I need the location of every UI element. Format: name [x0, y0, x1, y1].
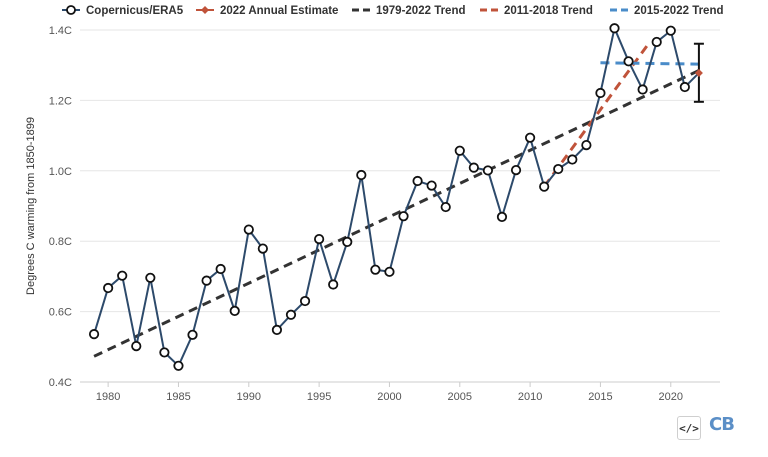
era5-point [651, 36, 662, 48]
trend-1979-2022 [93, 69, 700, 358]
era5-point [201, 275, 212, 286]
era5-point [88, 329, 100, 340]
era5-point [384, 266, 395, 277]
era5-point [510, 164, 522, 176]
x-tick-label: 2020 [659, 391, 683, 403]
era5-point [595, 87, 606, 99]
y-tick-label: 0.8C [49, 236, 72, 248]
era5-point [271, 324, 283, 336]
legend-label: Copernicus/ERA5 [86, 5, 184, 17]
era5-point [412, 175, 423, 187]
era5-point [103, 282, 114, 294]
era5-point [496, 211, 508, 223]
era5-point [567, 154, 578, 165]
y-tick-label: 1.0C [49, 166, 72, 178]
era5-point [539, 181, 550, 192]
legend-label: 1979-2022 Trend [376, 5, 466, 17]
carbon-brief-logo: CB [709, 414, 735, 435]
y-tick-label: 0.4C [49, 377, 72, 389]
era5-point [229, 305, 240, 316]
trend-lines [93, 43, 700, 358]
data-series [88, 23, 704, 371]
era5-point [581, 140, 592, 151]
y-tick-label: 1.4C [49, 25, 72, 37]
era5-point [342, 236, 353, 248]
embed-code-button[interactable]: </> [677, 416, 701, 440]
era5-point [679, 81, 690, 93]
era5-point [314, 233, 325, 245]
x-tick-label: 2005 [448, 391, 472, 403]
legend-swatch-marker [66, 5, 76, 15]
era5-point [328, 279, 339, 290]
era5-point [426, 180, 437, 191]
x-tick-label: 1985 [166, 391, 190, 403]
y-axis-label: Degrees C warming from 1850-1899 [25, 117, 37, 295]
era5-point [187, 329, 198, 340]
grid-lines [80, 29, 720, 383]
estimate-point [694, 68, 703, 77]
era5-point [257, 243, 268, 254]
era5-point [299, 295, 311, 307]
x-tick-label: 1980 [96, 391, 120, 403]
era5-point [243, 224, 254, 235]
y-tick-label: 1.2C [49, 95, 72, 107]
x-axis-ticks: 1980 1985 1990 1995 2000 2005 2010 2015 2020 [96, 382, 683, 403]
x-tick-label: 2000 [377, 391, 401, 403]
y-tick-label: 0.6C [49, 307, 72, 319]
legend-label: 2011-2018 Trend [504, 5, 593, 17]
era5-point [609, 23, 620, 34]
era5-point [215, 263, 226, 275]
x-tick-label: 1990 [237, 391, 261, 403]
era5-point [454, 145, 465, 156]
legend: Copernicus/ERA5 2022 Annual Estimate 1979-… [62, 5, 724, 17]
era5-point [370, 264, 381, 275]
legend-label: 2022 Annual Estimate [220, 5, 338, 17]
era5-point [173, 360, 184, 371]
era5-point [131, 340, 142, 352]
x-tick-label: 2010 [518, 391, 542, 403]
era5-point [553, 163, 564, 175]
era5-point [145, 272, 156, 283]
era5-point [637, 84, 648, 95]
era5-point [665, 25, 676, 36]
legend-label: 2015-2022 Trend [634, 5, 724, 17]
era5-point [440, 201, 451, 213]
era5-point [623, 56, 634, 67]
y-axis-ticks: 0.4C 0.6C 0.8C 1.0C 1.2C 1.4C [49, 25, 72, 389]
era5-point [482, 165, 494, 176]
era5-point [356, 169, 367, 181]
era5-point [159, 347, 170, 358]
era5-point [525, 132, 536, 143]
x-tick-label: 1995 [307, 391, 331, 403]
legend-item: 2022 Annual Estimate [196, 5, 338, 17]
era5-point [398, 211, 409, 222]
legend-item: Copernicus/ERA5 [62, 5, 184, 17]
era5-point [117, 270, 128, 281]
era5-point [285, 309, 297, 320]
era5-point [468, 162, 479, 173]
legend-item: 1979-2022 Trend [352, 5, 466, 17]
legend-item: 2015-2022 Trend [610, 5, 724, 17]
legend-swatch-marker [201, 6, 209, 14]
x-tick-label: 2015 [588, 391, 612, 403]
legend-item: 2011-2018 Trend [480, 5, 593, 17]
